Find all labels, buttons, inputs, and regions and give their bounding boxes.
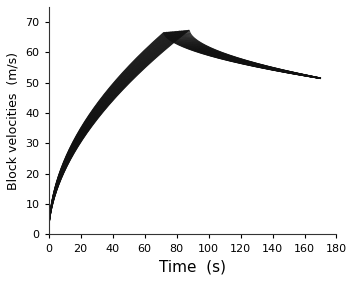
X-axis label: Time  (s): Time (s) [159, 259, 226, 274]
Y-axis label: Block velocities  (m/s): Block velocities (m/s) [7, 52, 20, 190]
